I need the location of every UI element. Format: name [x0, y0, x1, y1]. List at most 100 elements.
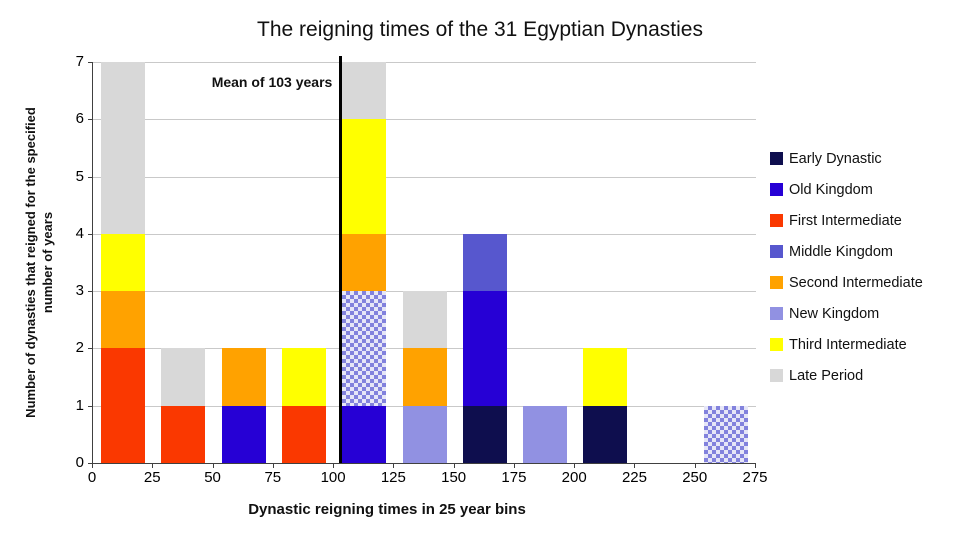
legend-swatch — [770, 338, 783, 351]
bar-segment-new-kingdom — [703, 405, 748, 463]
x-tick-mark — [453, 463, 455, 468]
y-tick-mark — [88, 463, 92, 464]
bar-segment-early-dynastic — [462, 405, 507, 463]
bar-segment-second-intermediate — [402, 348, 447, 406]
x-tick-label: 150 — [441, 469, 467, 486]
gridline — [93, 62, 756, 63]
bar-segment-late-period — [342, 62, 387, 120]
legend-swatch — [770, 183, 783, 196]
gridline — [93, 233, 756, 235]
x-tick-mark — [694, 463, 696, 468]
legend-swatch — [770, 152, 783, 165]
y-tick-label: 4 — [75, 224, 84, 242]
x-tick-mark — [272, 463, 274, 468]
x-tick-mark — [212, 463, 214, 468]
gridline — [93, 119, 756, 121]
legend-swatch — [770, 369, 783, 382]
bar-segment-old-kingdom — [462, 291, 507, 406]
legend-swatch — [770, 307, 783, 320]
plot-area — [92, 62, 756, 464]
y-tick-label: 0 — [75, 454, 84, 471]
x-tick-mark — [574, 463, 576, 468]
y-tick-label: 2 — [75, 339, 84, 357]
y-tick-mark — [88, 233, 92, 235]
y-tick-label: 7 — [75, 53, 84, 70]
y-tick-label: 5 — [75, 167, 84, 185]
bar-segment-old-kingdom — [221, 405, 266, 463]
x-tick-mark — [92, 463, 93, 468]
bar-segment-third-intermediate — [281, 348, 326, 406]
legend-swatch — [770, 214, 783, 227]
legend-label: First Intermediate — [789, 212, 902, 229]
x-tick-label: 25 — [143, 469, 161, 486]
legend-item-first-intermediate: First Intermediate — [770, 210, 923, 231]
legend: Early Dynastic Old Kingdom First Intermedi… — [770, 148, 923, 386]
legend-label: Late Period — [789, 367, 864, 384]
legend-swatch — [770, 276, 783, 289]
x-tick-mark — [152, 463, 154, 468]
bar-segment-late-period — [402, 291, 447, 349]
bar-segment-third-intermediate — [101, 233, 146, 292]
legend-item-third-intermediate: Third Intermediate — [770, 334, 923, 355]
chart-title: The reigning times of the 31 Egyptian Dy… — [257, 18, 703, 41]
bar-segment-second-intermediate — [342, 233, 387, 292]
bar-segment-second-intermediate — [101, 291, 146, 349]
mean-annotation: Mean of 103 years — [211, 74, 333, 90]
bar-segment-late-period — [161, 348, 206, 406]
x-tick-label: 125 — [380, 469, 406, 486]
legend-label: New Kingdom — [789, 305, 880, 322]
bar-segment-first-intermediate — [161, 405, 206, 463]
x-tick-mark — [755, 463, 756, 468]
x-tick-label: 275 — [742, 469, 768, 486]
x-tick-mark — [393, 463, 395, 468]
y-tick-mark — [88, 291, 92, 293]
legend-item-second-intermediate: Second Intermediate — [770, 272, 923, 293]
x-tick-label: 75 — [264, 469, 282, 486]
legend-item-early-dynastic: Early Dynastic — [770, 148, 923, 169]
bar-segment-first-intermediate — [101, 348, 146, 463]
x-tick-label: 0 — [87, 469, 97, 486]
bar-segment-first-intermediate — [281, 405, 326, 463]
legend-item-old-kingdom: Old Kingdom — [770, 179, 923, 200]
legend-item-late-period: Late Period — [770, 365, 923, 386]
y-tick-label: 1 — [75, 396, 84, 414]
x-axis-title: Dynastic reigning times in 25 year bins — [248, 501, 526, 518]
y-tick-mark — [88, 176, 92, 178]
x-tick-mark — [333, 463, 335, 468]
legend-label: Early Dynastic — [789, 150, 882, 167]
bar-segment-late-period — [101, 62, 146, 234]
legend-label: Second Intermediate — [789, 274, 923, 291]
bar-segment-middle-kingdom — [462, 233, 507, 292]
x-tick-label: 200 — [561, 469, 587, 486]
legend-item-new-kingdom: New Kingdom — [770, 303, 923, 324]
legend-swatch — [770, 245, 783, 258]
y-tick-label: 3 — [75, 282, 84, 300]
gridline — [93, 176, 756, 178]
x-tick-label: 100 — [320, 469, 346, 486]
bar-segment-third-intermediate — [342, 119, 387, 234]
y-tick-mark — [88, 348, 92, 350]
x-tick-mark — [634, 463, 636, 468]
y-tick-mark — [88, 405, 92, 407]
x-tick-label: 250 — [682, 469, 708, 486]
x-tick-label: 225 — [621, 469, 647, 486]
bar-segment-new-kingdom — [402, 405, 447, 463]
bar-segment-new-kingdom — [523, 405, 568, 463]
bar-segment-new-kingdom — [342, 291, 387, 406]
mean-line — [338, 56, 342, 463]
legend-item-middle-kingdom: Middle Kingdom — [770, 241, 923, 262]
y-tick-label: 6 — [75, 110, 84, 128]
y-tick-mark — [88, 62, 92, 63]
bar-segment-second-intermediate — [221, 348, 266, 406]
bar-segment-third-intermediate — [583, 348, 628, 406]
bar-segment-old-kingdom — [342, 405, 387, 463]
legend-label: Old Kingdom — [789, 181, 873, 198]
x-tick-mark — [513, 463, 515, 468]
x-tick-label: 50 — [204, 469, 221, 486]
y-tick-mark — [88, 119, 92, 121]
x-tick-label: 175 — [501, 469, 527, 486]
legend-label: Third Intermediate — [789, 336, 907, 353]
bar-segment-early-dynastic — [583, 405, 628, 463]
legend-label: Middle Kingdom — [789, 243, 893, 260]
